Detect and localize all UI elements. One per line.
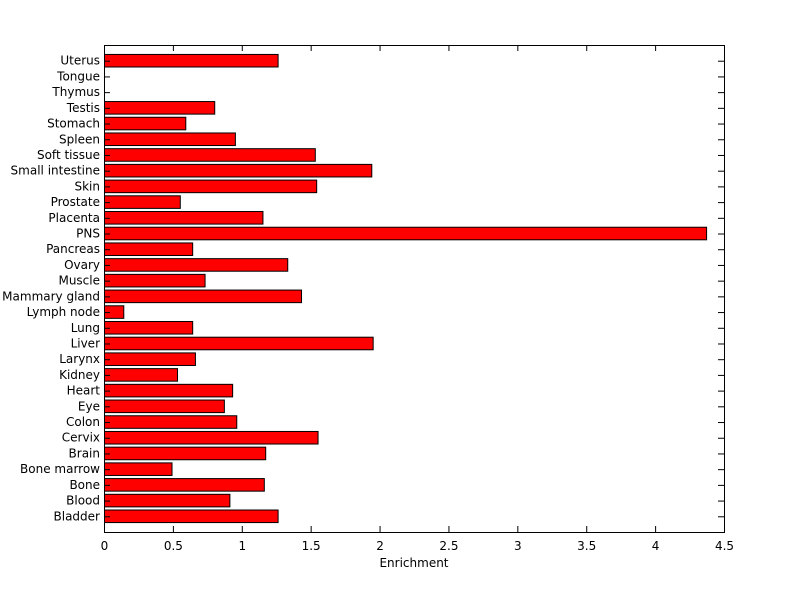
bar-kidney xyxy=(104,368,179,382)
y-tick-label-spleen: Spleen xyxy=(59,132,100,146)
y-tick-label-lymph-node: Lymph node xyxy=(27,305,100,319)
y-tick-label-lung: Lung xyxy=(71,321,100,335)
bar-skin xyxy=(104,179,318,194)
y-tick-label-stomach: Stomach xyxy=(47,117,100,131)
x-tick-label-9: 4.5 xyxy=(715,539,734,553)
y-tick-label-bone-marrow: Bone marrow xyxy=(20,462,100,476)
bar-mammary-gland xyxy=(104,289,303,304)
bar-pancreas xyxy=(104,242,194,257)
y-tick-label-thymus: Thymus xyxy=(51,85,100,99)
y-tick-label-pns: PNS xyxy=(76,227,100,241)
y-tick-label-blood: Blood xyxy=(66,494,100,508)
x-axis-label: Enrichment xyxy=(379,556,448,570)
x-tick-label-6: 3 xyxy=(514,539,522,553)
bar-heart xyxy=(104,383,234,398)
bar-brain xyxy=(104,446,267,461)
x-tick-label-7: 3.5 xyxy=(577,539,596,553)
bar-bone-marrow xyxy=(104,462,173,476)
y-tick-label-liver: Liver xyxy=(71,336,101,350)
bar-liver xyxy=(104,336,374,351)
x-tick-label-4: 2 xyxy=(376,539,384,553)
bar-prostate xyxy=(104,195,181,209)
y-tick-label-small-intestine: Small intestine xyxy=(11,164,100,178)
y-tick-label-placenta: Placenta xyxy=(48,211,100,225)
y-tick-label-heart: Heart xyxy=(67,384,101,398)
bar-bone xyxy=(104,478,265,492)
y-tick-label-pancreas: Pancreas xyxy=(46,242,100,256)
bar-stomach xyxy=(104,116,187,131)
bar-ovary xyxy=(104,258,289,272)
y-tick-label-ovary: Ovary xyxy=(64,258,100,272)
bar-pns xyxy=(104,226,708,241)
y-tick-label-brain: Brain xyxy=(69,446,100,460)
x-tick-label-2: 1 xyxy=(238,539,246,553)
y-tick-label-tongue: Tongue xyxy=(56,69,100,83)
y-tick-label-mammary-gland: Mammary gland xyxy=(2,289,100,303)
y-tick-label-larynx: Larynx xyxy=(59,352,100,366)
y-tick-label-soft-tissue: Soft tissue xyxy=(37,148,100,162)
y-tick-label-skin: Skin xyxy=(74,179,100,193)
y-tick-label-testis: Testis xyxy=(66,101,100,115)
bar-eye xyxy=(104,399,225,414)
bar-lung xyxy=(104,320,194,335)
x-tick-label-5: 2.5 xyxy=(439,539,458,553)
bar-uterus xyxy=(104,53,279,68)
x-tick-label-3: 1.5 xyxy=(302,539,321,553)
y-tick-label-eye: Eye xyxy=(78,399,100,413)
y-tick-label-bone: Bone xyxy=(69,478,100,492)
bar-testis xyxy=(104,101,216,115)
bar-small-intestine xyxy=(104,163,373,178)
x-tick-label-8: 4 xyxy=(652,539,660,553)
x-tick-label-1: 0.5 xyxy=(164,539,183,553)
x-tick-label-0: 0 xyxy=(101,539,109,553)
bars-layer xyxy=(104,53,708,524)
bar-muscle xyxy=(104,273,206,288)
plot-frame xyxy=(104,45,725,533)
y-tick-label-colon: Colon xyxy=(66,415,100,429)
bar-bladder xyxy=(104,509,279,524)
bar-soft-tissue xyxy=(104,148,316,162)
bar-placenta xyxy=(104,211,264,225)
y-tick-label-prostate: Prostate xyxy=(51,195,100,209)
y-tick-label-bladder: Bladder xyxy=(54,509,101,523)
bar-blood xyxy=(104,493,231,508)
ticks-layer xyxy=(104,45,725,532)
y-tick-label-kidney: Kidney xyxy=(59,368,100,382)
bar-larynx xyxy=(104,352,196,366)
bar-colon xyxy=(104,415,238,429)
bar-spleen xyxy=(104,132,236,147)
y-tick-label-muscle: Muscle xyxy=(58,274,100,288)
bar-cervix xyxy=(104,430,319,445)
y-tick-label-uterus: Uterus xyxy=(60,54,100,68)
y-tick-label-cervix: Cervix xyxy=(62,431,100,445)
